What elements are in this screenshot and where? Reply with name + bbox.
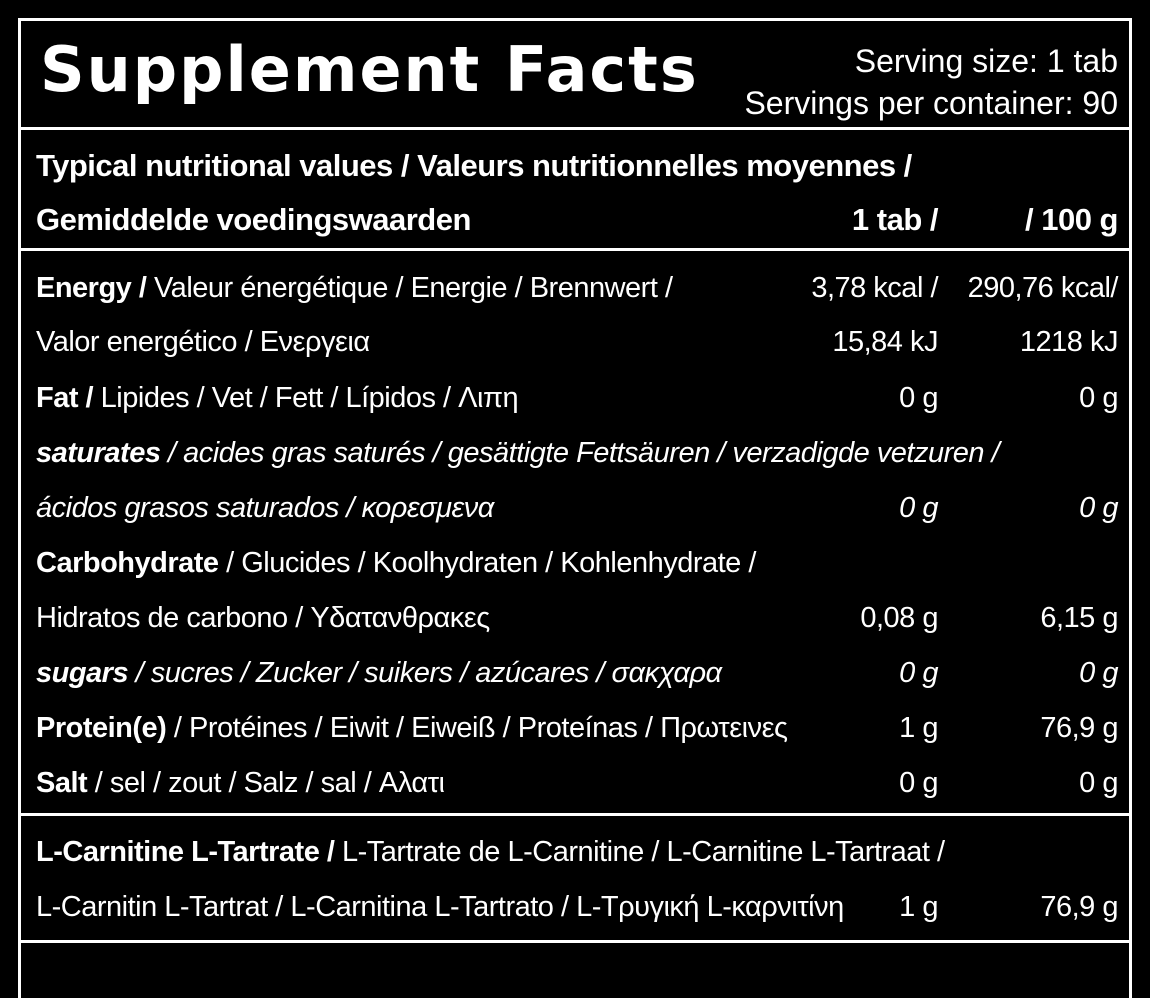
column-heading-line2: Gemiddelde voedingswaarden 1 tab / / 100… [36, 194, 1119, 246]
divider-ingredient [18, 940, 1132, 943]
nutrient-name: Carbohydrate [36, 547, 219, 579]
nutrient-row-saturates-line2: ácidos grasos saturados / κορεσμενα 0 g … [36, 482, 1118, 534]
column-per-100g: / 100 g [1025, 202, 1119, 237]
divider-columns [18, 248, 1132, 251]
nutrient-name: sugars [36, 657, 129, 689]
divider-header [18, 127, 1132, 130]
value-per-tab: 1 g [899, 712, 938, 744]
value-per-tab: 15,84 kJ [832, 326, 938, 358]
column-per-tab: 1 tab / [851, 202, 939, 237]
value-per-100g: 1218 kJ [1019, 326, 1119, 358]
nutrient-row-saturates: saturates / acides gras saturés / gesätt… [36, 437, 1000, 469]
column-heading-line1: Typical nutritional values / Valeurs nut… [36, 148, 912, 183]
nutrient-row-salt: Salt / sel / zout / Salz / sal / Αλατι 0… [36, 757, 1118, 809]
nutrient-row-carbohydrate-line2: Hidratos de carbono / Υδατανθρακες 0,08 … [36, 592, 1118, 644]
value-per-100g: 0 g [1079, 767, 1118, 799]
serving-info: Serving size: 1 tab Servings per contain… [744, 40, 1118, 124]
ingredient-name: L-Carnitine L-Tartrate / [36, 836, 335, 868]
nutrient-row-carbohydrate: Carbohydrate / Glucides / Koolhydraten /… [36, 547, 756, 579]
nutrient-row-energy: Energy / Valeur énergétique / Energie / … [36, 262, 1119, 314]
ingredient-row: L-Carnitine L-Tartrate / L-Tartrate de L… [36, 836, 945, 868]
value-per-100g: 290,76 kcal/ [967, 272, 1119, 304]
nutrient-name: Protein(e) [36, 712, 167, 744]
nutrient-row-sugars: sugars / sucres / Zucker / suikers / azú… [36, 647, 1118, 699]
nutrient-row-energy-kj: Valor energético / Ενεργεια 15,84 kJ 121… [36, 316, 1119, 368]
value-per-100g: 0 g [1079, 492, 1118, 524]
value-per-100g: 76,9 g [1040, 891, 1118, 923]
nutrient-name: Fat / [36, 382, 94, 414]
divider-nutrients [18, 813, 1132, 816]
serving-size: Serving size: 1 tab [854, 43, 1118, 79]
value-per-tab: 3,78 kcal / [811, 272, 938, 304]
servings-per-container: Servings per container: 90 [744, 85, 1118, 121]
nutrient-name: Energy / [36, 272, 147, 304]
value-per-tab: 0 g [899, 492, 938, 524]
value-per-tab: 1 g [899, 891, 938, 923]
ingredient-row-line2: L-Carnitin L-Tartrat / L-Carnitina L-Tar… [36, 881, 1118, 933]
value-per-100g: 76,9 g [1040, 712, 1118, 744]
nutrient-name: saturates [36, 437, 161, 469]
value-per-tab: 0 g [899, 382, 938, 414]
nutrient-row-protein: Protein(e) / Protéines / Eiwit / Eiweiß … [36, 702, 1118, 754]
nutrient-row-fat: Fat / Lipides / Vet / Fett / Lípidos / Λ… [36, 372, 1118, 424]
value-per-100g: 6,15 g [1040, 602, 1118, 634]
value-per-100g: 0 g [1079, 382, 1118, 414]
value-per-tab: 0 g [899, 657, 938, 689]
page-title: Supplement Facts [40, 33, 699, 106]
label-frame [18, 18, 1132, 998]
value-per-tab: 0,08 g [860, 602, 938, 634]
value-per-100g: 0 g [1079, 657, 1118, 689]
nutrient-name: Salt [36, 767, 88, 799]
value-per-tab: 0 g [899, 767, 938, 799]
